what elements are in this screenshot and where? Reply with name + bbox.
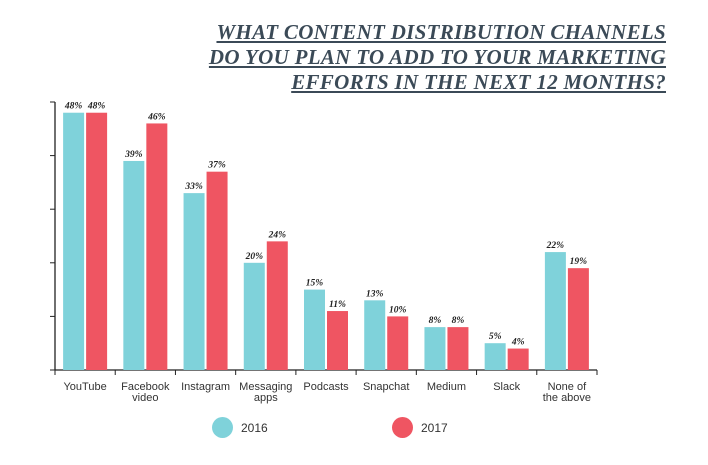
data-label-2017: 10%	[389, 305, 407, 315]
data-label-2017: 46%	[147, 112, 166, 122]
bar-2016	[544, 252, 566, 370]
data-label-2017: 8%	[452, 316, 465, 326]
bar-2017	[447, 327, 469, 370]
bar-2017	[327, 311, 348, 370]
data-label-2017: 37%	[207, 161, 226, 171]
data-label-2016: 33%	[184, 182, 203, 192]
legend-item-2016: 2016	[212, 417, 268, 438]
category-label: None of	[548, 381, 587, 393]
category-label: Slack	[493, 381, 520, 393]
data-label-2016: 8%	[429, 316, 442, 326]
data-label-2016: 5%	[489, 332, 502, 342]
bar-2017	[86, 112, 108, 370]
category-label: Medium	[427, 381, 466, 393]
data-label-2017: 19%	[570, 257, 588, 267]
chart-title-line-3: EFFORTS IN THE NEXT 12 MONTHS?	[291, 70, 666, 94]
category-label: the above	[543, 392, 591, 404]
bar-2017	[567, 268, 589, 370]
bar-2017	[387, 316, 409, 370]
data-label-2016: 48%	[64, 102, 83, 112]
category-label: Instagram	[181, 381, 230, 393]
category-label: Snapchat	[363, 381, 409, 393]
legend-swatch-2017	[392, 417, 413, 438]
legend-swatch-2016	[212, 417, 233, 438]
bar-2017	[206, 171, 228, 370]
bar-2016	[364, 300, 386, 370]
category-label: apps	[254, 392, 278, 404]
category-label: Podcasts	[303, 381, 349, 393]
chart-title-line-1: WHAT CONTENT DISTRIBUTION CHANNELS	[216, 20, 666, 44]
legend-label-2017: 2017	[421, 420, 448, 435]
category-label: video	[132, 392, 158, 404]
legend-label-2016: 2016	[241, 420, 268, 435]
bar-2016	[63, 112, 85, 370]
bar-2016	[484, 343, 506, 370]
bar-2016	[123, 160, 145, 370]
data-label-2016: 39%	[124, 150, 143, 160]
data-label-2017: 48%	[87, 102, 106, 112]
legend-item-2017: 2017	[392, 417, 448, 438]
data-label-2016: 15%	[306, 279, 324, 289]
category-label: YouTube	[63, 381, 106, 393]
bar-2016	[183, 193, 205, 370]
legend: 2016 2017	[0, 417, 708, 441]
data-label-2017: 11%	[329, 300, 346, 310]
category-label: Facebook	[121, 381, 170, 393]
chart-title-line-2: DO YOU PLAN TO ADD TO YOUR MARKETING	[208, 45, 666, 69]
bar-2017	[266, 241, 288, 370]
bar-2017	[146, 123, 168, 370]
category-label: Messaging	[239, 381, 292, 393]
data-label-2017: 4%	[511, 338, 525, 348]
bar-2016	[424, 327, 446, 370]
bar-2016	[304, 289, 325, 370]
bar-2016	[243, 262, 265, 370]
data-label-2016: 22%	[546, 241, 565, 251]
bar-2017	[507, 348, 529, 370]
data-label-2016: 13%	[366, 289, 384, 299]
chart-title: WHAT CONTENT DISTRIBUTION CHANNELS DO YO…	[186, 20, 666, 95]
data-label-2017: 24%	[268, 230, 287, 240]
data-label-2016: 20%	[245, 252, 264, 262]
